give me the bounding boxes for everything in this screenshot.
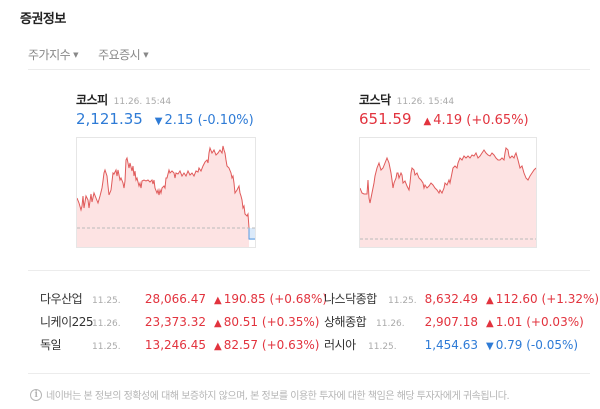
kosdaq-name: 코스닥 xyxy=(359,93,391,107)
market-change: ▲ 1.01 (+0.03%) xyxy=(486,315,584,329)
tab-divider xyxy=(28,69,590,70)
market-row-dow[interactable]: 다우산업 11.25. 28,066.47 ▲ 190.85 (+0.68%) xyxy=(40,290,327,313)
market-change: ▲ 190.85 (+0.68%) xyxy=(214,292,327,306)
market-percent: (+0.63%) xyxy=(261,338,320,352)
market-value: 28,066.47 xyxy=(144,292,206,306)
kosdaq-value: 651.59 xyxy=(359,110,412,128)
up-arrow-icon: ▲ xyxy=(486,318,494,329)
market-name: 러시아 xyxy=(324,338,356,352)
kosdaq-line-chart xyxy=(360,146,536,247)
market-date: 11.25. xyxy=(368,342,397,352)
market-change-value: 82.57 xyxy=(223,338,259,352)
market-date: 11.25. xyxy=(388,296,417,306)
kospi-time: 11.26. 15:44 xyxy=(113,97,172,107)
info-icon: i xyxy=(30,388,42,401)
kosdaq-chart[interactable] xyxy=(359,137,537,248)
market-date: 11.25. xyxy=(92,296,121,306)
market-date: 11.25. xyxy=(92,342,121,352)
kospi-value: 2,121.35 xyxy=(76,110,143,128)
kosdaq-time: 11.26. 15:44 xyxy=(396,97,455,107)
tab-major-markets[interactable]: 주요증시 ▼ xyxy=(98,46,149,63)
down-arrow-icon: ▼ xyxy=(154,116,163,127)
kospi-line-chart xyxy=(77,145,255,247)
world-markets-left: 다우산업 11.25. 28,066.47 ▲ 190.85 (+0.68%) 니… xyxy=(40,290,327,359)
kospi-summary[interactable]: 코스피 11.26. 15:44 2,121.35 ▼ 2.15 (-0.10%) xyxy=(76,91,254,128)
market-change-value: 0.79 xyxy=(495,338,523,352)
market-row-shanghai[interactable]: 상해종합 11.26. 2,907.18 ▲ 1.01 (+0.03%) xyxy=(324,313,599,336)
up-arrow-icon: ▲ xyxy=(214,318,222,329)
market-value: 13,246.45 xyxy=(144,338,206,352)
footer-divider xyxy=(28,373,590,374)
market-row-germany[interactable]: 독일 11.25. 13,246.45 ▲ 82.57 (+0.63%) xyxy=(40,336,327,359)
tab-bar: 주가지수 ▼ 주요증시 ▼ xyxy=(28,46,149,63)
market-change-value: 1.01 xyxy=(495,315,523,329)
market-name: 독일 xyxy=(40,338,62,352)
market-change: ▲ 112.60 (+1.32%) xyxy=(486,292,599,306)
disclaimer-text: 네이버는 본 정보의 정확성에 대해 보증하지 않으며, 본 정보를 이용한 투… xyxy=(46,391,510,402)
up-arrow-icon: ▲ xyxy=(214,341,222,352)
market-name: 니케이225 xyxy=(40,315,94,329)
market-value: 23,373.32 xyxy=(144,315,206,329)
market-change-value: 80.51 xyxy=(223,315,259,329)
section-divider xyxy=(28,270,590,271)
market-change: ▲ 82.57 (+0.63%) xyxy=(214,338,319,352)
market-percent: (+0.35%) xyxy=(261,315,320,329)
market-value: 2,907.18 xyxy=(424,315,478,329)
market-percent: (+0.68%) xyxy=(269,292,328,306)
tab-stock-index[interactable]: 주가지수 ▼ xyxy=(28,46,79,63)
market-date: 11.26. xyxy=(92,319,121,329)
kospi-percent: (-0.10%) xyxy=(197,113,254,128)
market-value: 1,454.63 xyxy=(424,338,478,352)
page-title: 증권정보 xyxy=(20,12,66,27)
market-value: 8,632.49 xyxy=(424,292,478,306)
market-row-nasdaq[interactable]: 나스닥종합 11.25. 8,632.49 ▲ 112.60 (+1.32%) xyxy=(324,290,599,313)
market-percent: (+0.03%) xyxy=(526,315,584,329)
market-change-value: 112.60 xyxy=(495,292,538,306)
world-markets-right: 나스닥종합 11.25. 8,632.49 ▲ 112.60 (+1.32%) 상… xyxy=(324,290,599,359)
market-change-value: 190.85 xyxy=(223,292,266,306)
tab-label: 주요증시 xyxy=(98,48,141,62)
market-change: ▼ 0.79 (-0.05%) xyxy=(486,338,578,352)
kosdaq-summary[interactable]: 코스닥 11.26. 15:44 651.59 ▲ 4.19 (+0.65%) xyxy=(359,91,529,128)
market-row-nikkei[interactable]: 니케이225 11.26. 23,373.32 ▲ 80.51 (+0.35%) xyxy=(40,313,327,336)
market-name: 나스닥종합 xyxy=(324,292,377,306)
kosdaq-percent: (+0.65%) xyxy=(466,113,529,128)
kosdaq-change: 4.19 xyxy=(433,113,463,128)
market-date: 11.26. xyxy=(376,319,405,329)
down-arrow-icon: ▼ xyxy=(486,341,494,352)
caret-down-icon: ▼ xyxy=(73,50,79,59)
caret-down-icon: ▼ xyxy=(143,50,149,59)
tab-label: 주가지수 xyxy=(28,48,71,62)
market-change: ▲ 80.51 (+0.35%) xyxy=(214,315,319,329)
up-arrow-icon: ▲ xyxy=(423,116,432,127)
kospi-change: 2.15 xyxy=(164,113,194,128)
kospi-chart[interactable] xyxy=(76,137,256,248)
market-name: 상해종합 xyxy=(324,315,367,329)
market-percent: (-0.05%) xyxy=(526,338,579,352)
disclaimer: i 네이버는 본 정보의 정확성에 대해 보증하지 않으며, 본 정보를 이용한… xyxy=(30,387,510,402)
kospi-name: 코스피 xyxy=(76,93,108,107)
up-arrow-icon: ▲ xyxy=(214,295,222,306)
market-row-russia[interactable]: 러시아 11.25. 1,454.63 ▼ 0.79 (-0.05%) xyxy=(324,336,599,359)
market-name: 다우산업 xyxy=(40,292,83,306)
market-percent: (+1.32%) xyxy=(541,292,600,306)
up-arrow-icon: ▲ xyxy=(486,295,494,306)
